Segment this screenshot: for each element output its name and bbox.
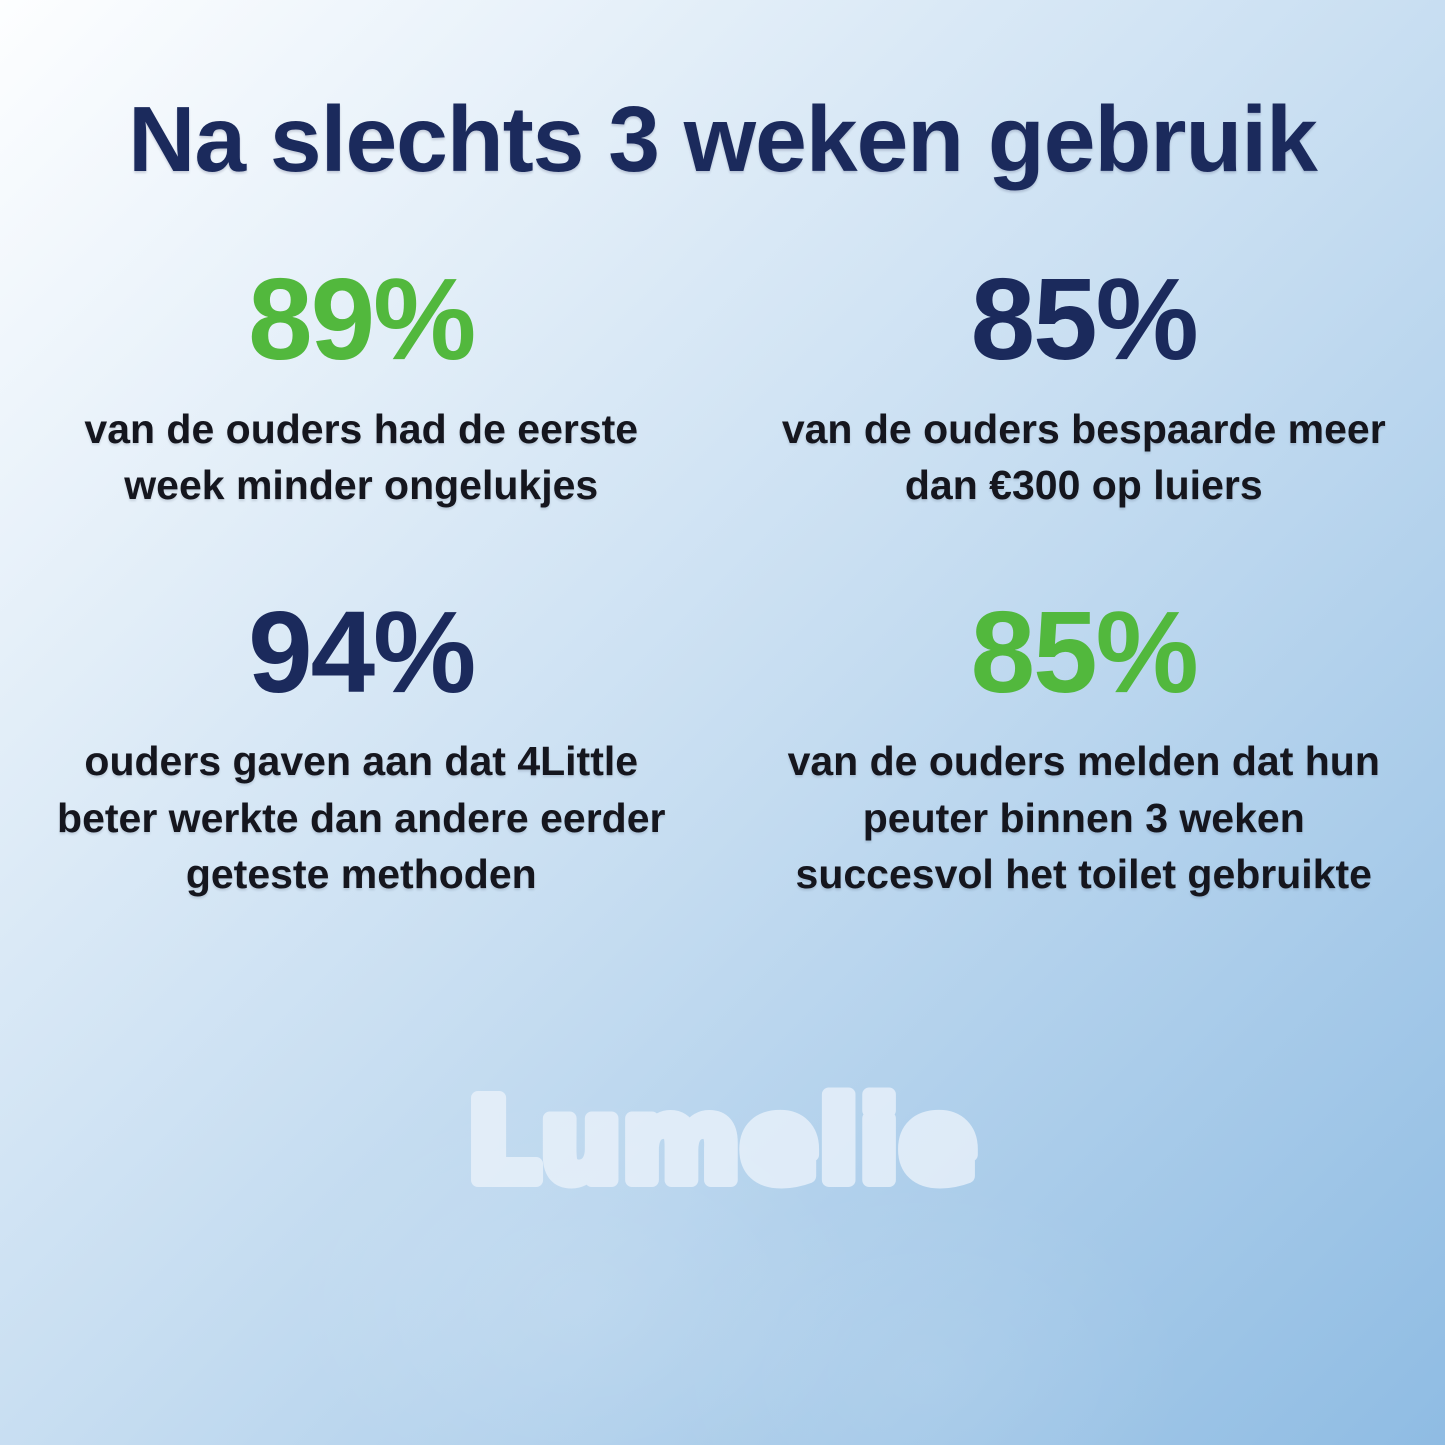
- stat-value: 89%: [248, 254, 476, 384]
- page-title: Na slechts 3 weken gebruik: [128, 87, 1318, 191]
- stat-diaper-savings: 85% van de ouders bespaarde meer dan €30…: [723, 249, 1445, 514]
- lumelie-logo: Lumelie: [0, 1058, 1445, 1233]
- stat-description: van de ouders melden dat hun peuter binn…: [787, 738, 1380, 898]
- stats-grid: 89% van de ouders had de eerste week min…: [0, 249, 1445, 903]
- stat-description: van de ouders bespaarde meer dan €300 op…: [781, 405, 1386, 509]
- stat-better-than-other-methods: 94% ouders gaven aan dat 4Little beter w…: [0, 582, 723, 903]
- stat-value: 85%: [970, 254, 1199, 384]
- stat-description: ouders gaven aan dat 4Little beter werkt…: [57, 738, 666, 898]
- lumelie-logo-text: Lumelie: [467, 1077, 978, 1207]
- lumelie-logo-svg: Lumelie: [460, 1070, 983, 1214]
- stat-toilet-success: 85% van de ouders melden dat hun peuter …: [723, 582, 1445, 903]
- stat-description: van de ouders had de eerste week minder …: [84, 405, 639, 509]
- stat-value: 85%: [970, 586, 1199, 717]
- stat-value: 94%: [248, 586, 476, 717]
- stat-first-week-accidents: 89% van de ouders had de eerste week min…: [0, 249, 723, 514]
